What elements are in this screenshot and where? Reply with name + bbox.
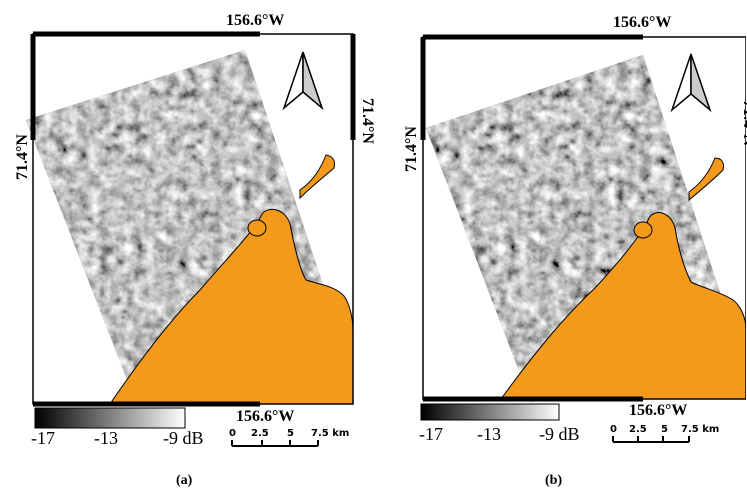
map-figure-a [26, 31, 356, 447]
longitude-label-bottom: 156.6°W [629, 402, 688, 419]
north-arrow-icon [282, 51, 324, 111]
scalebar-tick-1: 2.5 [251, 428, 269, 439]
scalebar-tick-2: 5 [661, 424, 668, 435]
scalebar-tick-0: 0 [610, 424, 617, 435]
longitude-label-top: 156.6°W [226, 12, 285, 29]
scalebar-tick-3: 7.5 km [681, 424, 720, 435]
scale-bar [612, 436, 690, 443]
colorbar-tick-max: -9 dB [539, 424, 580, 444]
colorbar [420, 403, 560, 421]
island [247, 219, 267, 237]
panel-caption: (b) [545, 473, 563, 488]
scalebar-tick-1: 2.5 [629, 424, 647, 435]
scalebar-tick-0: 0 [229, 428, 236, 439]
latitude-label-left: 71.4°N [14, 134, 31, 180]
island [633, 221, 653, 239]
map-figure-b [420, 34, 746, 443]
land-mass [109, 208, 354, 405]
colorbar [34, 407, 186, 429]
map-panel-b: 156.6°W 156.6°W 71.4°N 71.4°N -17 -13 -9… [373, 0, 747, 492]
scalebar-tick-2: 5 [287, 428, 294, 439]
land-spit [688, 157, 724, 202]
north-arrow-icon [670, 53, 712, 113]
colorbar-tick-min: -17 [31, 428, 55, 448]
colorbar-tick-mid: -13 [94, 428, 118, 448]
land-mass [500, 212, 746, 400]
colorbar-tick-max: -9 dB [163, 428, 204, 448]
scalebar-tick-3: 7.5 km [311, 428, 350, 439]
colorbar-tick-mid: -13 [477, 424, 501, 444]
colorbar-tick-min: -17 [419, 424, 443, 444]
latitude-label-right: 71.4°N [740, 100, 747, 146]
scale-bar [231, 440, 319, 447]
panel-caption: (a) [176, 473, 193, 488]
longitude-label-top: 156.6°W [613, 14, 672, 31]
map-panel-a: 156.6°W 156.6°W 71.4°N 71.4°N -17 -13 -9… [0, 0, 376, 492]
land-spit [299, 154, 335, 200]
latitude-label-left: 71.4°N [403, 126, 420, 172]
longitude-label-bottom: 156.6°W [236, 408, 295, 425]
